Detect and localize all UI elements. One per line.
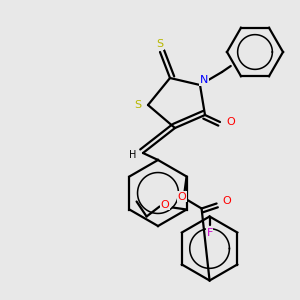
Text: S: S [134, 100, 142, 110]
Text: F: F [206, 227, 213, 238]
Text: O: O [160, 200, 169, 209]
Text: O: O [177, 191, 186, 202]
Text: N: N [200, 75, 208, 85]
Text: O: O [222, 196, 231, 206]
Text: S: S [156, 39, 164, 49]
Text: H: H [129, 150, 137, 160]
Text: O: O [226, 117, 236, 127]
